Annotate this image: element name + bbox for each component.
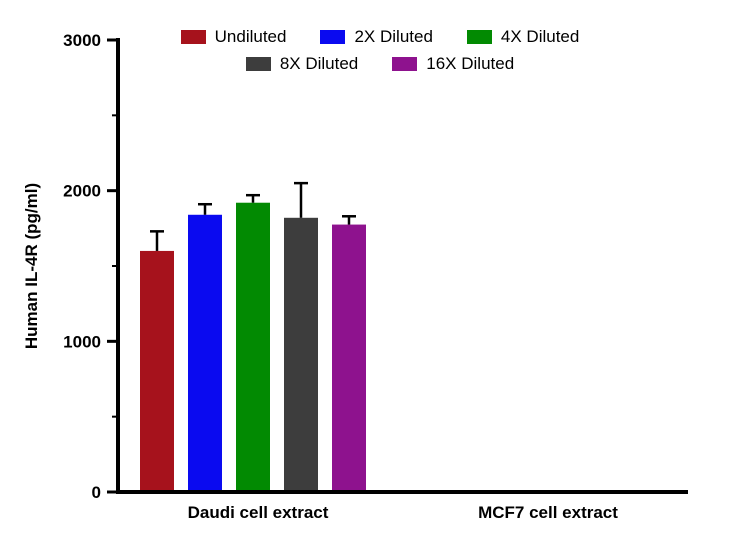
y-tick-label: 2000: [63, 182, 101, 201]
category-label-daudi: Daudi cell extract: [187, 503, 329, 522]
legend-swatch-4x-diluted: [466, 29, 492, 44]
legend-swatch-16x-diluted: [392, 56, 418, 71]
category-label-mcf7: MCF7 cell extract: [478, 503, 618, 522]
legend-item-16x-diluted: 16X Diluted: [392, 55, 514, 72]
legend-label-8x-diluted: 8X Diluted: [279, 54, 359, 73]
legend-item-4x-diluted: 4X Diluted: [466, 27, 580, 46]
legend-swatch-8x-diluted: [245, 56, 271, 71]
legend-label-undiluted: Undiluted: [214, 27, 287, 46]
legend-item-8x-diluted: 8X Diluted: [245, 54, 359, 73]
legend-item-2x-diluted: 2X Diluted: [320, 27, 433, 46]
legend-row-1: Undiluted 2X Diluted 4X Diluted: [130, 28, 630, 45]
legend-swatch-2x-diluted: [320, 29, 346, 44]
chart-legend: Undiluted 2X Diluted 4X Diluted 8X Dilut…: [130, 28, 630, 72]
bar-16x-diluted-group0: [332, 224, 366, 493]
legend-swatch-undiluted: [180, 29, 206, 44]
bar-undiluted-group0: [140, 250, 174, 492]
y-tick-label: 1000: [63, 332, 101, 351]
y-axis-title: Human IL-4R (pg/ml): [22, 182, 41, 350]
y-tick-label: 3000: [63, 31, 101, 50]
legend-row-2: 8X Diluted 16X Diluted: [130, 55, 630, 72]
bar-8x-diluted-group0: [284, 217, 318, 492]
legend-label-16x-diluted: 16X Diluted: [426, 54, 515, 73]
legend-label-4x-diluted: 4X Diluted: [500, 27, 580, 46]
bar-2x-diluted-group0: [188, 214, 222, 493]
bar-4x-diluted-group0: [236, 202, 270, 492]
legend-item-undiluted: Undiluted: [180, 27, 287, 46]
y-tick-label: 0: [92, 483, 101, 502]
legend-label-2x-diluted: 2X Diluted: [354, 27, 433, 46]
